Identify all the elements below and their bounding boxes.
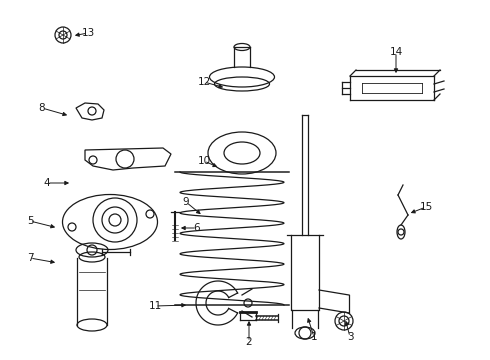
Text: 11: 11: [148, 301, 162, 311]
Text: 12: 12: [197, 77, 211, 87]
Text: 5: 5: [26, 216, 33, 226]
Text: 10: 10: [197, 156, 211, 166]
Text: 7: 7: [26, 253, 33, 263]
Text: 6: 6: [194, 223, 200, 233]
Text: 1: 1: [311, 332, 318, 342]
Text: 13: 13: [81, 28, 95, 38]
Text: 2: 2: [245, 337, 252, 347]
Text: 4: 4: [44, 178, 50, 188]
Text: 9: 9: [183, 197, 189, 207]
Text: 14: 14: [390, 47, 403, 57]
Text: 8: 8: [39, 103, 45, 113]
Text: 3: 3: [347, 332, 353, 342]
Text: 15: 15: [419, 202, 433, 212]
